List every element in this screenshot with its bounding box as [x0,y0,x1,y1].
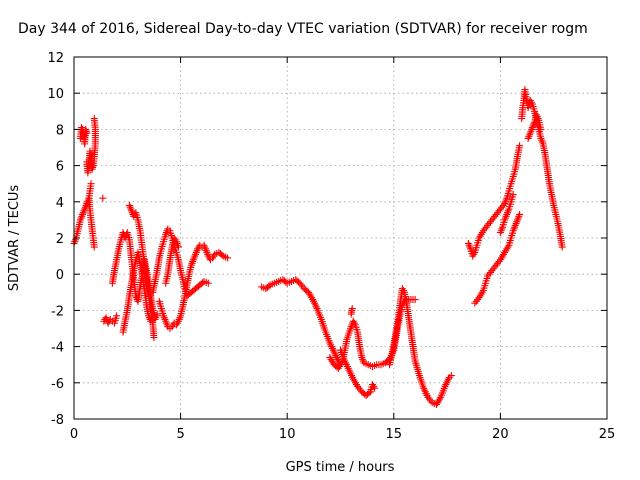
y-axis-label: SDTVAR / TECUs [7,185,22,292]
y-tick-label: 8 [56,123,64,138]
data-markers [70,86,566,409]
y-tick-label: 4 [56,196,64,211]
data-point [498,225,506,233]
y-tick-label: 12 [47,51,64,66]
x-tick-label: 10 [279,427,296,442]
data-point [83,129,91,137]
data-point [465,241,473,249]
data-point [516,142,524,150]
data-point [359,355,367,363]
y-tick-label: 0 [56,268,64,283]
x-tick-label: 5 [176,427,184,442]
x-tick-label: 20 [492,427,509,442]
data-point [204,279,212,287]
data-point [174,243,182,251]
y-tick-label: 6 [56,160,64,175]
chart-title: Day 344 of 2016, Sidereal Day-to-day VTE… [18,21,588,37]
data-point [516,210,524,218]
data-point [99,194,107,202]
data-point [113,312,121,320]
y-tick-label: -2 [51,304,64,319]
data-point [447,372,455,380]
data-point [218,251,226,259]
data-point [265,282,273,290]
data-point [365,389,373,397]
data-point [71,236,79,244]
data-point [411,296,419,304]
y-tick-label: -8 [51,413,64,428]
data-point [150,334,158,342]
x-axis-label: GPS time / hours [286,460,395,475]
y-tick-label: -4 [51,341,64,356]
x-tick-label: 25 [599,427,616,442]
x-tick-label: 15 [386,427,403,442]
data-point [558,243,566,251]
data-point [90,115,98,123]
data-point [348,305,356,313]
data-point [224,254,232,262]
grid [74,57,607,419]
data-point [162,229,170,237]
axis-ticks: 0 5 10 15 20 25 -8 -6 -4 -2 0 2 4 6 8 10 12 [47,51,615,442]
data-point [497,227,505,235]
data-point [90,243,98,251]
x-tick-label: 0 [70,427,78,442]
data-point [509,191,517,199]
data-point [371,384,379,392]
data-point [87,180,95,188]
y-tick-label: 2 [56,232,64,247]
y-tick-label: -6 [51,377,64,392]
y-tick-label: 10 [47,87,64,102]
data-point [537,125,545,133]
data-point [466,243,474,251]
data-point [538,136,546,144]
